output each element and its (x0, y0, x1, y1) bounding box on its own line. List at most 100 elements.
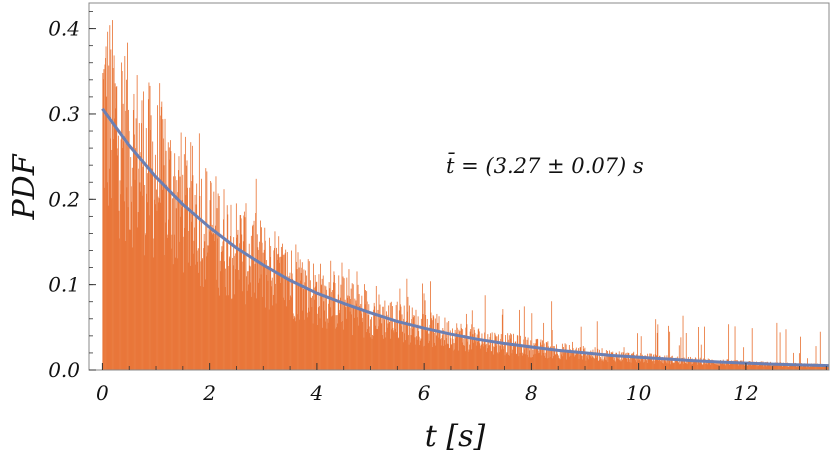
histogram-bar (498, 334, 499, 370)
histogram-bar (706, 360, 708, 370)
histogram-bar (446, 322, 448, 370)
histogram-bar (775, 364, 777, 370)
histogram-bar (505, 353, 507, 370)
histogram-bar (352, 335, 354, 370)
histogram-bar (420, 318, 422, 370)
histogram-bar (443, 340, 445, 370)
histogram-bar (509, 355, 511, 370)
x-tick-label: 4 (310, 381, 324, 405)
histogram-bar (544, 355, 546, 370)
histogram-bar (682, 357, 683, 370)
histogram-bar (243, 211, 245, 370)
histogram-bar (190, 142, 192, 370)
histogram-bar (110, 198, 112, 370)
histogram-bar (663, 359, 665, 370)
histogram-bar (181, 207, 183, 370)
histogram-bar (632, 353, 634, 370)
histogram-bar (278, 262, 280, 370)
histogram-bar (294, 321, 296, 370)
histogram-bar (502, 309, 504, 370)
histogram-bar (736, 360, 738, 370)
histogram-bar (359, 308, 361, 370)
histogram-bar (353, 308, 355, 370)
histogram-bar (130, 186, 132, 370)
histogram-bar (357, 317, 358, 370)
histogram-bar (234, 253, 236, 370)
histogram-bar (414, 337, 416, 370)
histogram-bar (398, 338, 400, 370)
histogram-bar (590, 351, 592, 370)
histogram-bar (147, 202, 149, 370)
histogram-bar (276, 254, 278, 370)
histogram-bar (447, 344, 449, 370)
histogram-bar (282, 243, 283, 370)
histogram-bar (149, 85, 151, 371)
histogram-bar (304, 282, 306, 370)
histogram-bar (571, 351, 573, 370)
histogram-bar (665, 363, 667, 370)
histogram-bar (198, 272, 200, 370)
histogram-bar (772, 364, 774, 370)
histogram-bar (194, 227, 195, 370)
histogram-bar (532, 349, 534, 370)
histogram-bar (195, 204, 197, 370)
histogram-bar (441, 338, 443, 370)
histogram-bar (162, 119, 164, 371)
histogram-bar (626, 358, 628, 370)
y-tick-label: 0.3 (48, 102, 80, 126)
histogram-bar (742, 363, 743, 370)
histogram-bar (500, 338, 502, 370)
histogram-bar (521, 347, 523, 370)
histogram-bar (741, 360, 743, 370)
histogram-bar (164, 255, 165, 370)
histogram-bar (254, 263, 256, 370)
histogram-bar (374, 306, 376, 370)
histogram-bar (260, 274, 262, 370)
histogram-bar (200, 286, 201, 370)
histogram-bar (681, 358, 683, 370)
histogram-bar (375, 325, 377, 370)
histogram-bar (305, 288, 307, 370)
histogram-bar (690, 356, 691, 370)
histogram-bar (174, 153, 176, 370)
histogram-bar (531, 357, 533, 370)
histogram-bar (116, 86, 118, 370)
histogram-bar (457, 350, 459, 370)
histogram-bar (102, 73, 104, 370)
histogram-bar (133, 93, 135, 370)
histogram-bar (129, 229, 131, 370)
histogram-bar (546, 342, 548, 370)
histogram-bar (403, 305, 405, 370)
histogram-bar (552, 358, 554, 370)
histogram-bar (763, 362, 765, 370)
histogram-bar (290, 295, 291, 370)
histogram-bar (318, 274, 320, 370)
histogram-bar (729, 362, 731, 370)
histogram-bar (771, 365, 772, 370)
histogram-bar (301, 262, 303, 370)
histogram-bar (202, 286, 204, 370)
histogram-bar (391, 306, 393, 370)
histogram-bar (642, 362, 644, 370)
histogram-bar (546, 358, 548, 370)
histogram-bar (257, 247, 259, 370)
histogram-bar (176, 258, 178, 370)
histogram-bar (290, 297, 292, 370)
histogram-bar (743, 347, 745, 370)
histogram-bar (467, 338, 469, 370)
histogram-bar (172, 264, 174, 370)
histogram-bar (596, 355, 598, 370)
histogram-bar (348, 306, 349, 370)
histogram-bar (601, 348, 603, 370)
histogram-bar (376, 328, 378, 370)
histogram-bar (309, 280, 311, 370)
histogram-bar (121, 71, 123, 370)
histogram-bar (438, 316, 440, 370)
histogram-bar (350, 298, 351, 370)
histogram-bar (194, 194, 196, 370)
histogram-bar (582, 346, 584, 370)
histogram-bar (731, 361, 733, 370)
histogram-bar (135, 148, 136, 370)
histogram-bar (160, 106, 162, 371)
histogram-bar (526, 347, 527, 370)
